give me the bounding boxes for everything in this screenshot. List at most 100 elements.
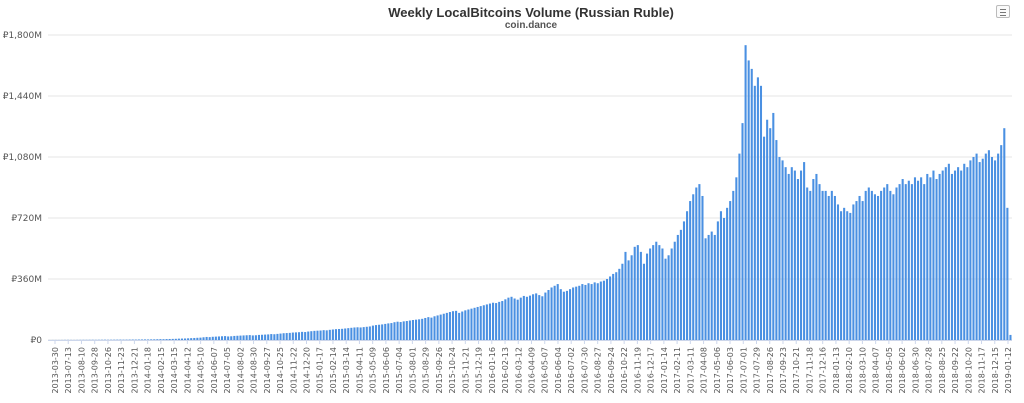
bar[interactable] <box>479 306 482 340</box>
bar[interactable] <box>732 190 735 340</box>
bar[interactable] <box>766 119 769 340</box>
bar[interactable] <box>944 167 947 340</box>
bar[interactable] <box>331 329 334 340</box>
bar[interactable] <box>975 153 978 340</box>
bar[interactable] <box>649 248 652 341</box>
bar[interactable] <box>664 258 667 340</box>
bar[interactable] <box>809 190 812 340</box>
bar[interactable] <box>716 221 719 340</box>
bar[interactable] <box>184 338 187 340</box>
bar[interactable] <box>713 234 716 340</box>
bar[interactable] <box>227 336 230 340</box>
bar[interactable] <box>624 251 627 340</box>
bar[interactable] <box>587 283 590 340</box>
bar[interactable] <box>501 301 504 340</box>
bar[interactable] <box>612 273 615 340</box>
bar[interactable] <box>769 128 772 340</box>
bar[interactable] <box>378 324 381 340</box>
bar[interactable] <box>1006 207 1009 340</box>
bar[interactable] <box>492 302 495 340</box>
bar[interactable] <box>525 296 528 340</box>
bar[interactable] <box>353 327 356 340</box>
bar[interactable] <box>451 311 455 340</box>
bar[interactable] <box>605 279 609 340</box>
bar[interactable] <box>455 310 458 340</box>
bar[interactable] <box>950 173 953 340</box>
bar[interactable] <box>806 187 809 341</box>
bar[interactable] <box>599 281 602 340</box>
bar[interactable] <box>578 285 581 340</box>
bar[interactable] <box>261 334 264 340</box>
bar[interactable] <box>310 331 313 340</box>
bar[interactable] <box>445 312 448 340</box>
bar[interactable] <box>110 339 113 341</box>
bar[interactable] <box>359 327 362 340</box>
bar[interactable] <box>387 323 390 340</box>
bar[interactable] <box>248 335 251 340</box>
bar[interactable] <box>840 211 843 340</box>
bar[interactable] <box>609 276 612 340</box>
bar[interactable] <box>153 339 156 340</box>
bar[interactable] <box>550 287 553 340</box>
bar[interactable] <box>953 170 957 340</box>
bar[interactable] <box>932 170 935 340</box>
bar[interactable] <box>442 313 445 340</box>
bar[interactable] <box>322 330 325 340</box>
bar[interactable] <box>978 162 981 340</box>
bar[interactable] <box>639 251 642 340</box>
bar[interactable] <box>254 335 257 340</box>
bar[interactable] <box>926 173 929 340</box>
bar[interactable] <box>747 60 750 341</box>
bar[interactable] <box>319 330 322 340</box>
bar[interactable] <box>528 295 532 340</box>
bar[interactable] <box>347 328 350 340</box>
bar[interactable] <box>559 289 562 340</box>
bar[interactable] <box>393 322 396 340</box>
bar[interactable] <box>187 338 190 340</box>
bar[interactable] <box>849 212 852 340</box>
bar[interactable] <box>365 326 368 340</box>
bar[interactable] <box>488 303 491 340</box>
bar[interactable] <box>224 336 227 340</box>
bar[interactable] <box>741 123 744 340</box>
bar[interactable] <box>873 194 876 340</box>
bar[interactable] <box>990 157 994 340</box>
bar[interactable] <box>464 310 467 340</box>
bar[interactable] <box>790 167 793 340</box>
bar[interactable] <box>325 330 328 340</box>
bar[interactable] <box>735 177 738 340</box>
bar[interactable] <box>867 187 870 341</box>
bar[interactable] <box>907 180 910 340</box>
bar[interactable] <box>307 331 310 340</box>
bar[interactable] <box>590 284 593 340</box>
bar[interactable] <box>230 336 233 340</box>
bar[interactable] <box>513 298 516 340</box>
bar[interactable] <box>267 334 270 340</box>
bar[interactable] <box>667 255 670 340</box>
bar[interactable] <box>984 153 987 340</box>
bar[interactable] <box>615 272 618 340</box>
bar[interactable] <box>159 339 162 340</box>
bar[interactable] <box>686 211 689 340</box>
bar[interactable] <box>257 334 261 340</box>
bar[interactable] <box>584 284 587 340</box>
bar[interactable] <box>904 184 907 340</box>
bar[interactable] <box>655 241 658 340</box>
bar[interactable] <box>799 170 803 340</box>
bar[interactable] <box>495 303 498 340</box>
bar[interactable] <box>824 190 827 340</box>
bar[interactable] <box>695 187 698 341</box>
bar[interactable] <box>100 339 103 341</box>
bar[interactable] <box>701 195 704 340</box>
bar[interactable] <box>236 335 239 340</box>
bar[interactable] <box>972 157 975 340</box>
bar[interactable] <box>929 177 932 340</box>
bar[interactable] <box>122 339 125 341</box>
bar[interactable] <box>753 85 756 340</box>
bar[interactable] <box>251 335 254 340</box>
bar[interactable] <box>775 140 778 340</box>
bar[interactable] <box>960 170 963 340</box>
bar[interactable] <box>436 315 439 340</box>
bar[interactable] <box>510 296 513 340</box>
bar[interactable] <box>1003 128 1006 340</box>
